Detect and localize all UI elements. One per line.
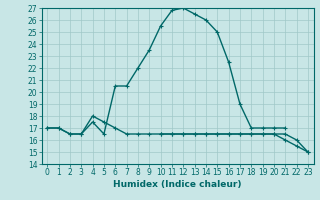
X-axis label: Humidex (Indice chaleur): Humidex (Indice chaleur) [113, 180, 242, 189]
